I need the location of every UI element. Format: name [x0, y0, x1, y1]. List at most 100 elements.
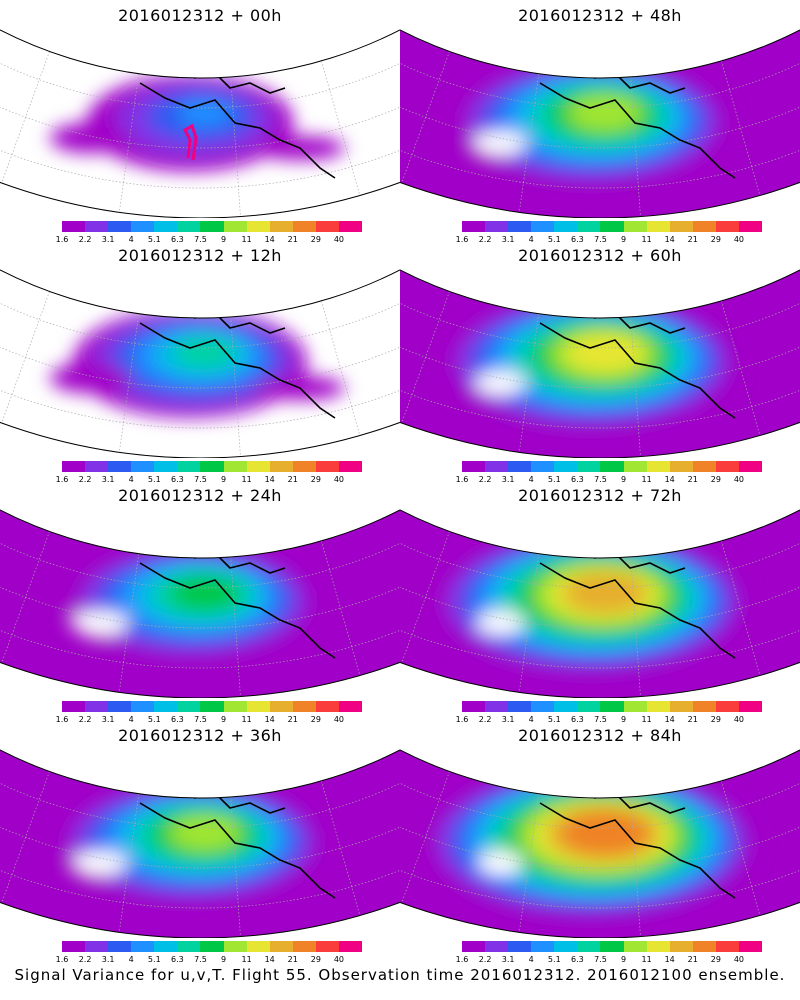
- colorbar-swatch: [154, 941, 178, 952]
- colorbar-label: 40: [733, 955, 745, 964]
- colorbar-swatch: [554, 461, 578, 472]
- panel-title: 2016012312 + 60h: [518, 246, 682, 265]
- colorbar-swatch: [154, 221, 178, 232]
- colorbar-swatch: [315, 701, 339, 712]
- graticule-line: [0, 813, 400, 909]
- colorbar-swatch: [85, 221, 109, 232]
- colorbar-label: 2.2: [78, 235, 92, 244]
- map-border: [0, 749, 400, 938]
- colorbar-label: 3.1: [501, 955, 515, 964]
- colorbar-label: 6.3: [171, 235, 184, 244]
- colorbar-label: 14: [664, 235, 675, 244]
- colorbar-label: 5.1: [547, 235, 561, 244]
- colorbar-swatch: [508, 701, 532, 712]
- colorbar-swatch: [246, 941, 270, 952]
- variance-map: [0, 748, 400, 938]
- colorbar-swatch: [177, 221, 201, 232]
- colorbar-labels: 1.6 2.2 3.1 4 5.1 6.3 7.5 9 11 14 21 29 40: [456, 715, 762, 725]
- colorbar-label: 21: [287, 955, 298, 964]
- colorbar-label: 14: [264, 235, 275, 244]
- colorbar-labels: 1.6 2.2 3.1 4 5.1 6.3 7.5 9 11 14 21 29 40: [456, 475, 762, 485]
- colorbar-label: 1.6: [455, 475, 469, 484]
- map-panel: 2016012312 + 84h 1.6 2.2 3.1 4 5.1 6.3 7.5 9 11 14…: [400, 720, 800, 965]
- colorbar-label: 4: [128, 955, 134, 964]
- colorbar-swatch: [338, 941, 363, 952]
- graticule-line: [0, 93, 400, 189]
- map-panel: 2016012312 + 00h 1.6 2.2 3.1 4 5.1 6.3 7.5 9 11 14…: [0, 0, 400, 245]
- graticule-line: [720, 300, 761, 436]
- graticule-line: [400, 93, 800, 189]
- colorbar-swatch: [715, 941, 739, 952]
- colorbar-swatch: [646, 221, 670, 232]
- map-border: [400, 749, 800, 938]
- colorbar-swatch: [269, 701, 293, 712]
- colorbar-swatch: [269, 941, 293, 952]
- panel-title: 2016012312 + 00h: [118, 6, 282, 25]
- colorbar-swatch: [623, 701, 647, 712]
- colorbar-label: 6.3: [171, 715, 184, 724]
- colorbar-label: 9: [620, 235, 627, 244]
- colorbar-label: 4: [128, 715, 134, 724]
- map-border: [400, 269, 800, 458]
- colorbar-label: 29: [710, 955, 721, 964]
- colorbar-label: 29: [710, 715, 721, 724]
- colorbar-swatch: [531, 701, 555, 712]
- graticule-line: [400, 508, 800, 589]
- colorbar-swatch: [554, 941, 578, 952]
- colorbar-swatch: [738, 221, 763, 232]
- variance-map: [400, 268, 800, 458]
- colorbar-label: 3.1: [101, 715, 115, 724]
- colorbar-label: 21: [687, 475, 698, 484]
- colorbar-label: 14: [264, 715, 275, 724]
- colorbar-label: 14: [664, 715, 675, 724]
- colorbar-label: 5.1: [547, 955, 561, 964]
- colorbar-label: 11: [241, 715, 252, 724]
- map-border: [0, 269, 400, 458]
- colorbar-swatch: [108, 941, 132, 952]
- colorbar-swatch: [223, 221, 247, 232]
- graticule-line: [518, 313, 540, 453]
- colorbar-swatch: [646, 941, 670, 952]
- graticule-line: [118, 313, 140, 453]
- contour-fill: [62, 543, 318, 663]
- panel-title: 2016012312 + 24h: [118, 486, 282, 505]
- colorbar-swatch: [623, 461, 647, 472]
- graticule-line: [720, 60, 761, 196]
- colorbar-label: 1.6: [55, 475, 69, 484]
- colorbar-swatch: [508, 221, 532, 232]
- colorbar-swatch: [531, 221, 555, 232]
- colorbar: [462, 941, 763, 952]
- colorbar-label: 1.6: [455, 235, 469, 244]
- colorbar-label: 6.3: [571, 715, 584, 724]
- colorbar-label: 7.5: [594, 955, 607, 964]
- colorbar-label: 2.2: [478, 955, 492, 964]
- graticule-line: [518, 553, 540, 693]
- colorbar-label: 40: [333, 715, 345, 724]
- colorbar-label: 40: [733, 475, 745, 484]
- graticule-line: [720, 540, 761, 676]
- colorbar-label: 7.5: [194, 475, 207, 484]
- colorbar-swatch: [315, 221, 339, 232]
- colorbar-swatch: [692, 701, 716, 712]
- contour-fill: [50, 308, 345, 418]
- colorbar-label: 2.2: [478, 715, 492, 724]
- graticule-line: [0, 333, 400, 429]
- colorbar-swatch: [246, 221, 270, 232]
- variance-map: [400, 508, 800, 698]
- colorbar-swatch: [692, 941, 716, 952]
- colorbar-swatch: [669, 461, 693, 472]
- panel-title: 2016012312 + 36h: [118, 726, 282, 745]
- map-panel: 2016012312 + 12h 1.6 2.2 3.1 4 5.1 6.3 7.5 9 11 14…: [0, 240, 400, 485]
- colorbar-swatch: [646, 701, 670, 712]
- colorbar-swatch: [715, 461, 739, 472]
- colorbar: [62, 701, 363, 712]
- colorbar-label: 11: [641, 475, 652, 484]
- colorbar-label: 3.1: [101, 475, 115, 484]
- graticule-line: [320, 540, 361, 676]
- colorbar-label: 4: [128, 475, 134, 484]
- colorbar-swatch: [531, 461, 555, 472]
- graticule-line: [230, 556, 241, 697]
- colorbar-swatch: [177, 461, 201, 472]
- colorbar-label: 4: [128, 235, 134, 244]
- colorbar-label: 6.3: [571, 475, 584, 484]
